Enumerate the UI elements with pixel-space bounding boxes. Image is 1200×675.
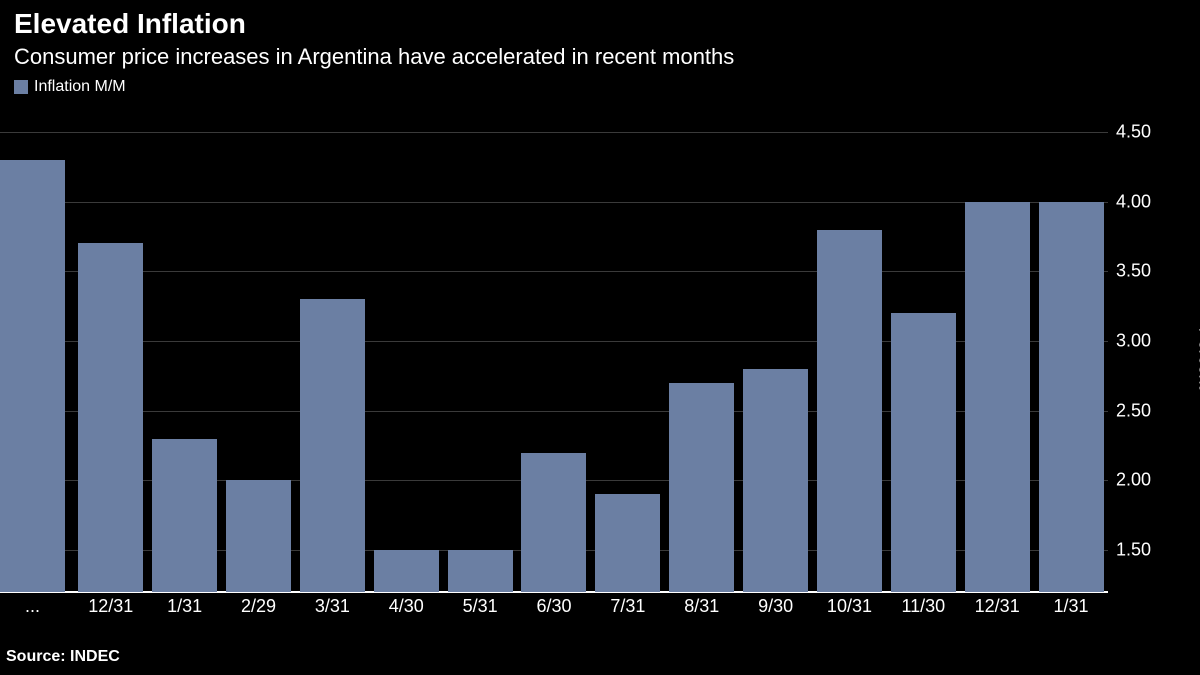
bar (78, 243, 143, 592)
x-tick-label: 1/31 (1054, 596, 1089, 617)
chart-title: Elevated Inflation (14, 8, 246, 40)
y-tick-label: 4.50 (1116, 121, 1151, 142)
x-tick-label: 9/30 (758, 596, 793, 617)
x-tick-label: 1/31 (167, 596, 202, 617)
bar (595, 494, 660, 592)
x-tick-label: 11/30 (901, 596, 945, 617)
y-tick-label: 3.00 (1116, 331, 1151, 352)
bar (669, 383, 734, 592)
x-tick-label: 6/30 (536, 596, 571, 617)
bar (1039, 202, 1104, 592)
y-tick-label: 3.50 (1116, 261, 1151, 282)
inflation-chart: Elevated Inflation Consumer price increa… (0, 0, 1200, 675)
legend-swatch (14, 80, 28, 94)
legend-label: Inflation M/M (34, 78, 126, 96)
bar (374, 550, 439, 592)
bar (300, 299, 365, 592)
bar (521, 453, 586, 592)
x-tick-label: 5/31 (463, 596, 498, 617)
bar (965, 202, 1030, 592)
source-text: Source: INDEC (6, 648, 120, 666)
x-tick-label: 4/30 (389, 596, 424, 617)
chart-subtitle: Consumer price increases in Argentina ha… (14, 44, 734, 70)
gridline (0, 132, 1108, 133)
bar (0, 160, 65, 592)
bar (891, 313, 956, 592)
x-tick-label: ... (25, 596, 40, 617)
bar (817, 230, 882, 593)
legend: Inflation M/M (14, 78, 126, 96)
bar (743, 369, 808, 592)
x-tick-label: 3/31 (315, 596, 350, 617)
y-tick-label: 4.00 (1116, 191, 1151, 212)
x-tick-label: 10/31 (827, 596, 872, 617)
gridline (0, 271, 1108, 272)
bar (448, 550, 513, 592)
x-tick-label: 12/31 (975, 596, 1020, 617)
y-axis-title: Percent (1195, 327, 1200, 389)
x-tick-label: 8/31 (684, 596, 719, 617)
y-tick-label: 2.50 (1116, 400, 1151, 421)
x-tick-label: 12/31 (88, 596, 133, 617)
x-tick-label: 7/31 (610, 596, 645, 617)
x-tick-label: 2/29 (241, 596, 276, 617)
plot-area (0, 104, 1108, 592)
bar (152, 439, 217, 592)
bar (226, 480, 291, 592)
y-tick-label: 2.00 (1116, 470, 1151, 491)
y-tick-label: 1.50 (1116, 540, 1151, 561)
gridline (0, 202, 1108, 203)
